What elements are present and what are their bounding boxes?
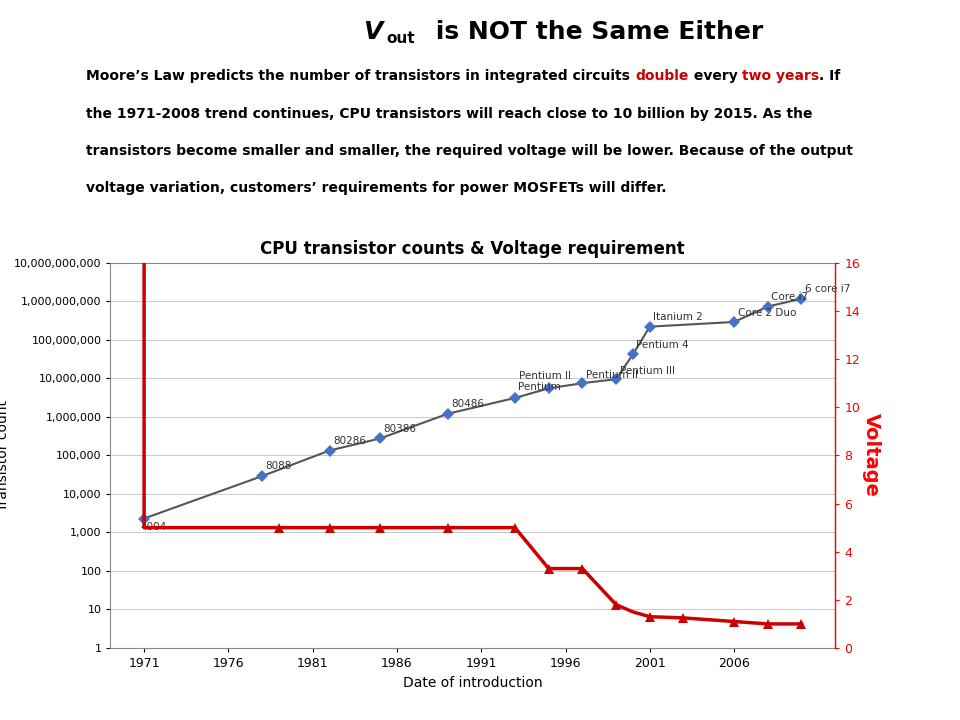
Text: every: every <box>688 69 742 83</box>
Text: Pentium II: Pentium II <box>586 370 637 380</box>
Y-axis label: Voltage: Voltage <box>862 413 881 498</box>
X-axis label: Date of introduction: Date of introduction <box>403 675 542 690</box>
Text: V: V <box>363 20 382 45</box>
Text: transistors become smaller and smaller, the required voltage will be lower. Beca: transistors become smaller and smaller, … <box>86 144 853 158</box>
Text: Core i7: Core i7 <box>771 292 808 302</box>
Text: voltage variation, customers’ requirements for power MOSFETs will differ.: voltage variation, customers’ requiremen… <box>86 181 667 195</box>
Text: Pentium 4: Pentium 4 <box>636 340 689 350</box>
Text: 4004: 4004 <box>140 522 167 532</box>
Text: Pentium III: Pentium III <box>619 366 675 376</box>
Y-axis label: Transistor count: Transistor count <box>0 400 10 511</box>
Text: 6 core i7: 6 core i7 <box>805 284 851 294</box>
Text: Core 2 Duo: Core 2 Duo <box>737 308 796 318</box>
Text: the 1971-2008 trend continues, CPU transistors will reach close to 10 billion by: the 1971-2008 trend continues, CPU trans… <box>86 107 813 120</box>
Text: 8088: 8088 <box>266 462 292 472</box>
Text: out: out <box>386 31 415 46</box>
Text: 80286: 80286 <box>333 436 366 446</box>
Title: CPU transistor counts & Voltage requirement: CPU transistor counts & Voltage requirem… <box>260 240 685 258</box>
Text: Pentium: Pentium <box>518 382 562 392</box>
Text: two years: two years <box>742 69 819 83</box>
Text: is NOT the Same Either: is NOT the Same Either <box>427 20 763 45</box>
Text: double: double <box>636 69 688 83</box>
Text: Pentium II: Pentium II <box>519 372 571 382</box>
Text: Itanium 2: Itanium 2 <box>654 312 703 322</box>
Text: 80486: 80486 <box>451 399 484 409</box>
Text: . If: . If <box>819 69 841 83</box>
Text: Moore’s Law predicts the number of transistors in integrated circuits: Moore’s Law predicts the number of trans… <box>86 69 636 83</box>
Text: 80386: 80386 <box>384 424 417 434</box>
